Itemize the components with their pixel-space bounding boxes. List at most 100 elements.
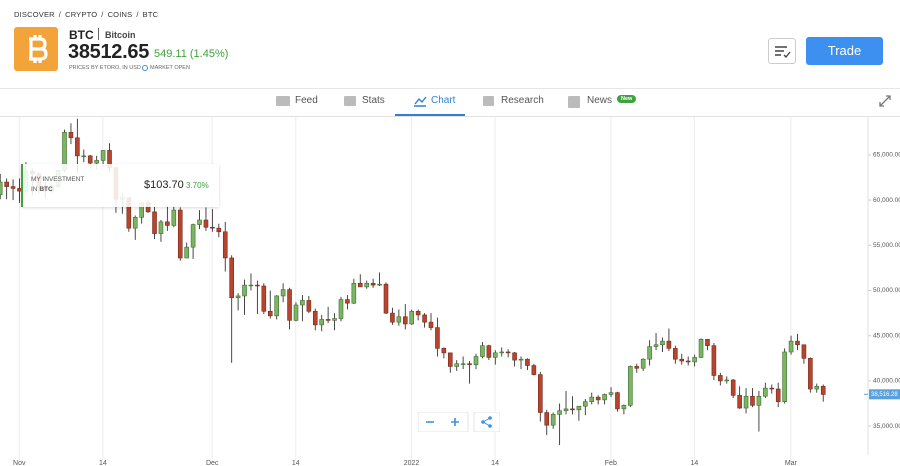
candle-body [775,388,781,402]
candle-body [544,412,550,426]
new-badge: New [617,95,637,103]
candle-body [177,209,183,259]
last-price-box [869,389,900,400]
candle-body [685,360,691,363]
candle-body [763,387,768,397]
candle-body [325,319,331,321]
candle-body [576,405,582,411]
candle-body [248,284,254,287]
candle-body [467,363,472,365]
candle-body [377,283,382,286]
share-icon[interactable] [481,416,492,428]
crumb[interactable]: CRYPTO [65,10,98,19]
candle-body [68,132,74,139]
candle-body [409,311,415,325]
candle-body [634,366,640,369]
status-icon [142,65,148,71]
zoom-controls [418,412,500,432]
active-tab-underline [395,114,465,116]
investment-label: IN BTC [31,186,53,193]
candle-body [312,311,318,326]
y-tick-label: 45,000.00 [873,332,900,339]
candle-body [505,351,511,354]
candle-body [743,395,749,409]
source-note: PRICES BY ETORO, IN USD [69,65,141,71]
candle-body [428,321,434,328]
candle-body [531,365,537,375]
logo-icon [29,35,48,63]
candle-body [563,408,569,412]
crumb-sep: / [58,10,62,19]
y-tick-label: 65,000.00 [873,152,900,159]
candle-body [550,414,556,426]
share-box [473,412,500,432]
y-tick-label: 50,000.00 [873,287,900,294]
candle-body [435,327,440,349]
tab[interactable]: Feed [295,95,318,106]
candle-body [203,219,209,228]
candle-body [454,363,460,367]
crumb: BTC [142,10,159,19]
candle-body [274,295,279,317]
candle-body [255,284,260,287]
ticker: BTC [69,28,94,42]
trade-button[interactable]: Trade [806,37,883,65]
candle-body [402,316,408,325]
x-tick-label: 14 [292,460,300,466]
tab[interactable]: News [587,95,613,106]
candle-body [165,221,170,226]
y-tick-label: 60,000.00 [873,197,900,204]
candle-body [287,289,292,321]
candle-body [190,224,196,248]
watchlist-button[interactable] [768,38,796,64]
expand-icon[interactable] [878,94,892,108]
candle-body [493,352,498,358]
candle-body [197,219,202,225]
candle-body [447,352,453,367]
candle-body [319,319,324,326]
candle-body [499,351,505,354]
candle-body [769,387,775,390]
zoom-in[interactable] [451,418,459,426]
x-tick-label: Dec [206,460,219,466]
candle-body [653,344,659,347]
candle-body [75,137,80,157]
candle-body [222,231,228,259]
watchlist-icon [775,46,791,59]
candle-body [171,209,177,226]
crumb[interactable]: COINS [107,10,133,19]
candle-body [267,311,273,317]
candle-body [473,356,479,365]
candle-body [666,340,672,349]
candle-body [390,312,395,323]
candle-body [357,282,363,288]
candle-body [81,155,87,157]
tab[interactable]: Research [501,95,544,106]
x-tick-label: 14 [691,460,699,466]
x-tick-label: 14 [99,460,107,466]
candle-body [608,392,614,395]
candle-body [808,357,813,390]
candle-body [621,404,627,410]
price: 38512.65 [68,41,150,63]
candle-body [184,246,189,259]
candle-body [351,282,357,304]
candle-body [705,339,710,346]
candle-body [615,392,620,410]
candle-body [460,363,466,365]
candle-body [345,299,350,304]
candle-body [557,410,562,415]
candle-body [512,352,517,361]
crumb[interactable]: DISCOVER [14,10,55,19]
y-tick-label: 40,000.00 [873,378,900,385]
candle-body [782,351,787,402]
candle-body [364,282,369,288]
tab[interactable]: Chart [431,95,456,106]
tab[interactable]: Stats [362,95,385,106]
candle-body [583,401,588,407]
candle-body [628,366,633,406]
last-price-label: 38,516.28 [871,392,898,398]
candle-body [820,386,826,395]
candle-body [293,304,299,321]
